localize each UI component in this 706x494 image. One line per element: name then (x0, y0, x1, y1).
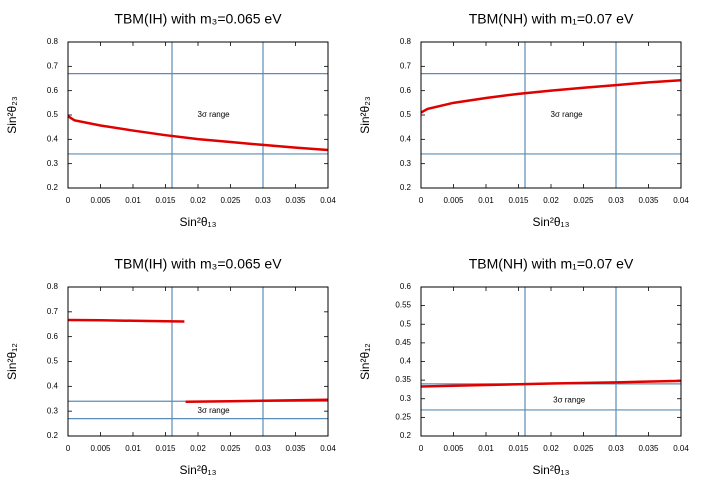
x-tick-label: 0.015 (508, 444, 529, 453)
y-tick-label: 0.6 (400, 282, 412, 291)
y-tick-label: 0.8 (400, 37, 412, 46)
x-tick-label: 0.01 (478, 196, 494, 205)
y-axis-label: Sin²θ₁₂ (358, 343, 372, 380)
x-tick-label: 0.035 (285, 444, 306, 453)
plot-frame (67, 41, 329, 189)
y-tick-label: 0.5 (47, 357, 59, 366)
x-tick-label: 0.02 (543, 196, 559, 205)
x-tick-label: 0.015 (155, 444, 176, 453)
y-tick-label: 0.2 (47, 431, 59, 440)
y-tick-label: 0.3 (400, 159, 412, 168)
y-tick-label: 0.7 (47, 307, 59, 316)
y-tick-label: 0.7 (400, 61, 412, 70)
chart-title: TBM(NH) with m₁=0.07 eV (469, 256, 634, 272)
x-tick-label: 0.035 (285, 196, 306, 205)
y-tick-label: 0.4 (400, 357, 412, 366)
x-tick-label: 0.02 (543, 444, 559, 453)
x-axis-label: Sin²θ₁₃ (533, 215, 570, 229)
annotation: 3σ range (553, 395, 586, 404)
x-tick-label: 0.005 (90, 444, 111, 453)
y-tick-label: 0.2 (400, 183, 412, 192)
x-tick-label: 0.03 (608, 444, 624, 453)
x-tick-label: 0.035 (638, 444, 659, 453)
x-tick-label: 0.01 (125, 444, 141, 453)
x-tick-label: 0.02 (190, 444, 206, 453)
x-tick-label: 0.04 (320, 196, 336, 205)
y-tick-label: 0.6 (400, 86, 412, 95)
curve (67, 115, 329, 152)
x-tick-label: 0.025 (573, 196, 594, 205)
x-tick-label: 0.01 (125, 196, 141, 205)
x-tick-label: 0.03 (255, 196, 271, 205)
x-tick-label: 0 (66, 444, 71, 453)
y-axis-label: Sin²θ₁₂ (5, 343, 19, 380)
annotation: 3σ range (198, 110, 231, 119)
x-tick-label: 0.035 (638, 196, 659, 205)
x-tick-label: 0.005 (90, 196, 111, 205)
x-tick-label: 0.04 (320, 444, 336, 453)
y-tick-label: 0.2 (400, 431, 412, 440)
x-tick-label: 0 (66, 196, 71, 205)
x-tick-label: 0.025 (220, 196, 241, 205)
x-tick-label: 0.03 (608, 196, 624, 205)
chart-title: TBM(IH) with m₃=0.065 eV (114, 11, 282, 27)
chart-title: TBM(IH) with m₃=0.065 eV (114, 256, 282, 272)
x-axis-label: Sin²θ₁₃ (533, 463, 570, 477)
x-tick-label: 0 (419, 444, 424, 453)
annotation: 3σ range (551, 110, 584, 119)
y-tick-label: 0.4 (47, 134, 59, 143)
x-tick-label: 0.005 (443, 196, 464, 205)
y-tick-label: 0.6 (47, 86, 59, 95)
plot-frame (67, 286, 329, 437)
y-tick-label: 0.5 (400, 110, 412, 119)
plot-frame (420, 286, 682, 437)
y-axis-label: Sin²θ₂₃ (358, 96, 372, 134)
x-axis-label: Sin²θ₁₃ (180, 463, 217, 477)
y-tick-label: 0.3 (47, 159, 59, 168)
x-axis-label: Sin²θ₁₃ (180, 215, 217, 229)
y-tick-label: 0.5 (400, 319, 412, 328)
chart-title: TBM(NH) with m₁=0.07 eV (469, 11, 634, 27)
x-tick-label: 0.04 (673, 444, 689, 453)
x-tick-label: 0.025 (573, 444, 594, 453)
y-tick-label: 0.4 (47, 381, 59, 390)
y-tick-label: 0.5 (47, 110, 59, 119)
y-tick-label: 0.55 (395, 301, 411, 310)
x-tick-label: 0.015 (508, 196, 529, 205)
x-tick-label: 0.02 (190, 196, 206, 205)
x-tick-label: 0.04 (673, 196, 689, 205)
curve (420, 379, 682, 388)
x-tick-label: 0.03 (255, 444, 271, 453)
x-tick-label: 0.025 (220, 444, 241, 453)
y-tick-label: 0.3 (47, 406, 59, 415)
y-tick-label: 0.45 (395, 338, 411, 347)
y-tick-label: 0.25 (395, 412, 411, 421)
y-tick-label: 0.8 (47, 282, 59, 291)
x-tick-label: 0.005 (443, 444, 464, 453)
x-tick-label: 0.015 (155, 196, 176, 205)
x-tick-label: 0 (419, 196, 424, 205)
y-tick-label: 0.7 (47, 61, 59, 70)
y-tick-label: 0.35 (395, 375, 411, 384)
y-tick-label: 0.3 (400, 394, 412, 403)
x-tick-label: 0.01 (478, 444, 494, 453)
curve (420, 78, 682, 114)
plot-frame (420, 41, 682, 189)
annotation: 3σ range (198, 406, 231, 415)
y-tick-label: 0.8 (47, 37, 59, 46)
curve (67, 318, 329, 403)
y-tick-label: 0.6 (47, 332, 59, 341)
y-tick-label: 0.4 (400, 134, 412, 143)
y-axis-label: Sin²θ₂₃ (5, 96, 19, 134)
y-tick-label: 0.2 (47, 183, 59, 192)
